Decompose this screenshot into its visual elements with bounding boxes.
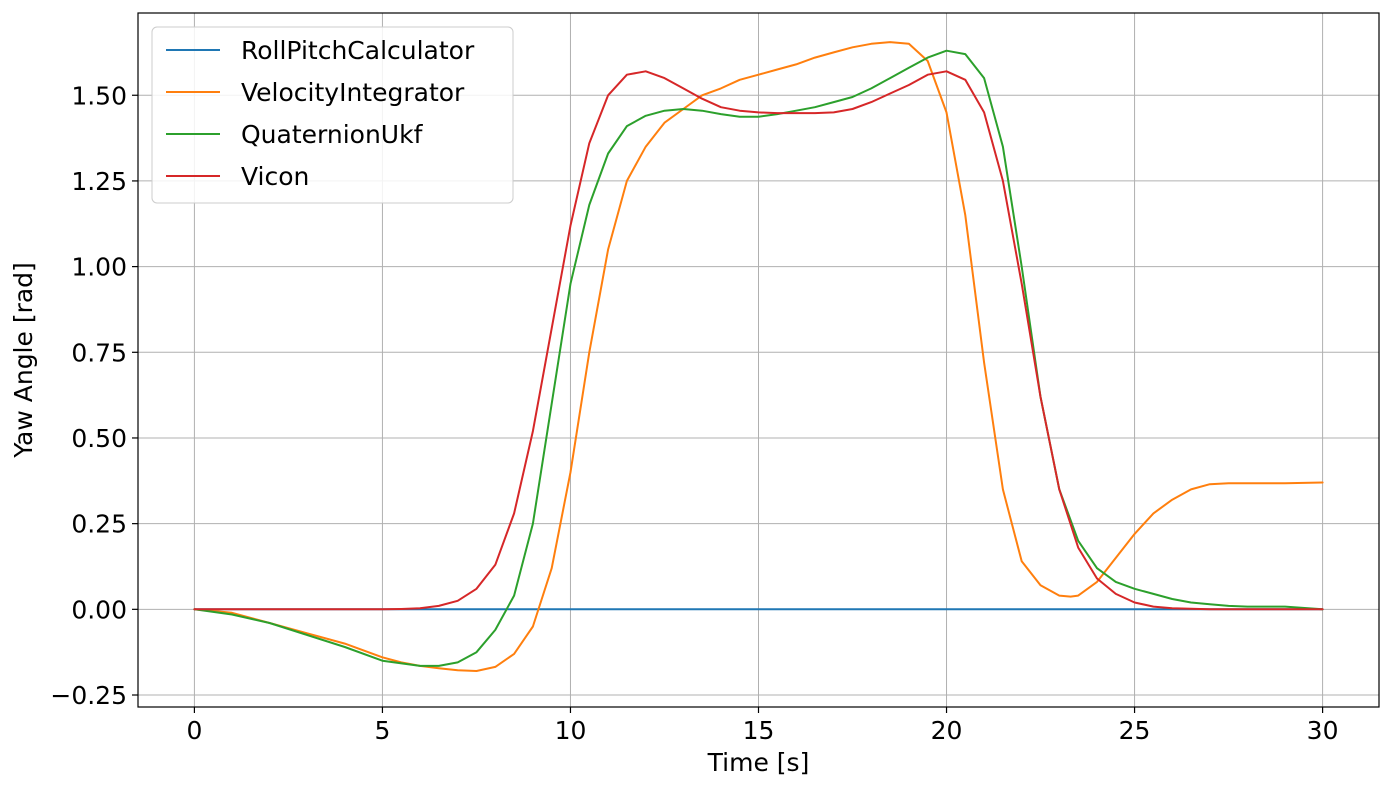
legend: RollPitchCalculator VelocityIntegrator Qua… bbox=[151, 26, 514, 204]
y-tick-label: 1.50 bbox=[71, 81, 127, 110]
ticks: 0 5 10 15 20 25 30 −0.25 0.00 0.25 0.50 0.75 1.00 1.2… bbox=[50, 81, 1338, 745]
y-tick-label: 0.75 bbox=[71, 338, 127, 367]
x-tick-label: 5 bbox=[374, 716, 390, 745]
legend-label: VelocityIntegrator bbox=[241, 78, 465, 107]
y-tick-label: 0.50 bbox=[71, 424, 127, 453]
x-tick-label: 20 bbox=[931, 716, 963, 745]
y-tick-label: 0.00 bbox=[71, 595, 127, 624]
series-layer bbox=[193, 41, 1324, 672]
x-tick-label: 15 bbox=[743, 716, 775, 745]
legend-box bbox=[151, 26, 514, 204]
series-line-vicon bbox=[193, 70, 1324, 611]
y-tick-label: 1.00 bbox=[71, 253, 127, 282]
x-axis-label: Time [s] bbox=[707, 748, 810, 777]
x-tick-label: 30 bbox=[1307, 716, 1339, 745]
series-line-velocityintegrator bbox=[193, 41, 1324, 672]
legend-label: Vicon bbox=[241, 162, 309, 191]
y-tick-label: 1.25 bbox=[71, 167, 127, 196]
x-tick-label: 10 bbox=[555, 716, 587, 745]
series-line-quaternionukf bbox=[193, 49, 1324, 667]
y-tick-label: 0.25 bbox=[71, 510, 127, 539]
x-tick-label: 0 bbox=[186, 716, 202, 745]
legend-label: RollPitchCalculator bbox=[241, 36, 475, 65]
legend-label: QuaternionUkf bbox=[241, 120, 424, 149]
x-tick-label: 25 bbox=[1119, 716, 1151, 745]
y-tick-label: −0.25 bbox=[50, 681, 127, 710]
y-axis-label: Yaw Angle [rad] bbox=[9, 262, 38, 459]
